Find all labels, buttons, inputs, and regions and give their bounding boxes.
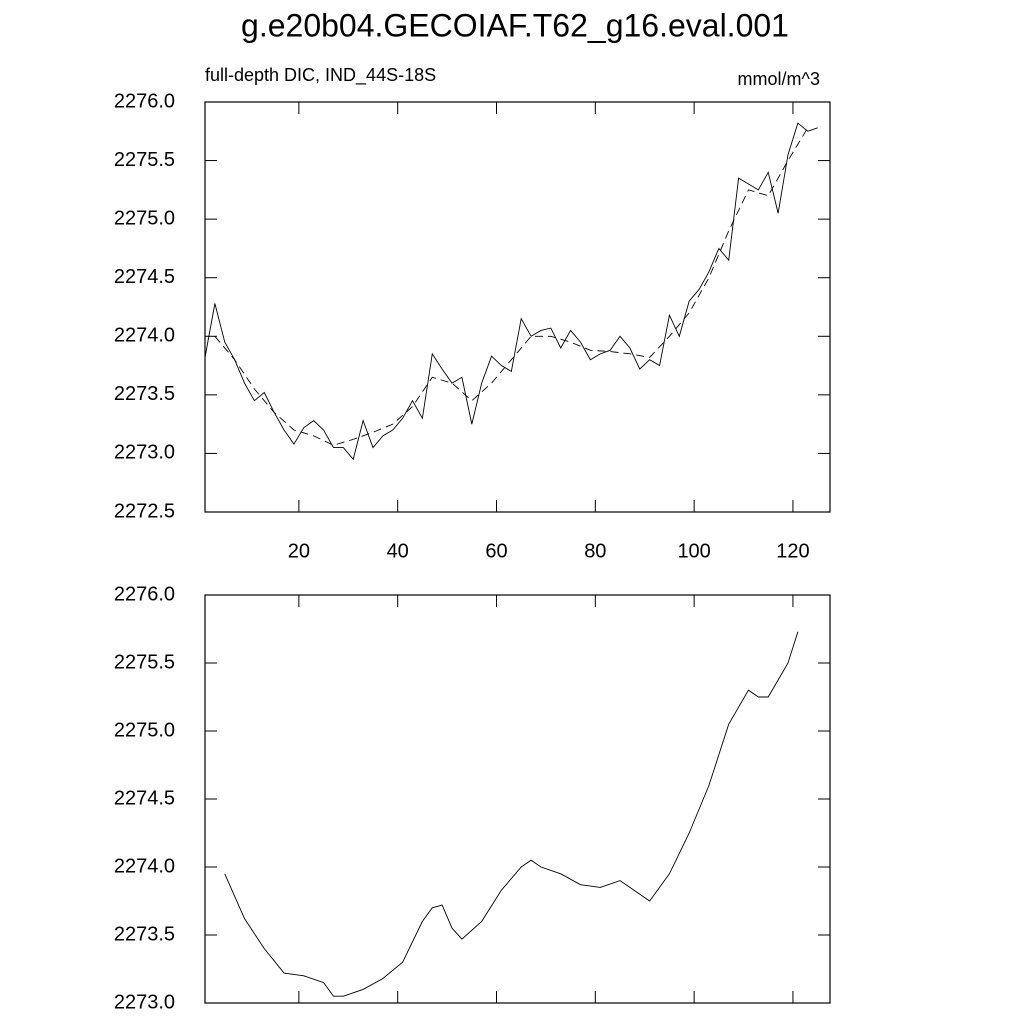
y-tick-label: 2276.0	[114, 583, 175, 605]
y-tick-label: 2273.0	[114, 991, 175, 1013]
x-tick-label: 100	[677, 540, 710, 562]
y-tick-label: 2275.0	[114, 207, 175, 229]
y-tick-label: 2273.0	[114, 442, 175, 464]
y-tick-label: 2275.0	[114, 719, 175, 741]
y-tick-label: 2275.5	[114, 149, 175, 171]
y-tick-label: 2274.5	[114, 787, 175, 809]
plot-frame	[204, 101, 831, 513]
data-line	[214, 127, 809, 446]
x-tick-label: 80	[584, 540, 606, 562]
x-tick-label: 40	[387, 540, 409, 562]
y-tick-label: 2272.5	[114, 500, 175, 522]
y-tick-label: 2273.5	[114, 383, 175, 405]
y-tick-label: 2275.5	[114, 651, 175, 673]
subtitle: full-depth DIC, IND_44S-18S	[205, 65, 436, 86]
y-tick-label: 2274.5	[114, 266, 175, 288]
x-tick-label: 120	[776, 540, 809, 562]
data-line	[204, 122, 818, 461]
y-tick-label: 2276.0	[114, 90, 175, 112]
units-label: mmol/m^3	[738, 69, 820, 89]
data-line	[224, 631, 799, 997]
y-tick-label: 2273.5	[114, 923, 175, 945]
chart-title: g.e20b04.GECOIAF.T62_g16.eval.001	[241, 7, 789, 43]
y-tick-label: 2274.0	[114, 855, 175, 877]
x-tick-label: 60	[485, 540, 507, 562]
y-tick-label: 2274.0	[114, 325, 175, 347]
plot-frame	[204, 594, 831, 1004]
x-tick-label: 20	[288, 540, 310, 562]
